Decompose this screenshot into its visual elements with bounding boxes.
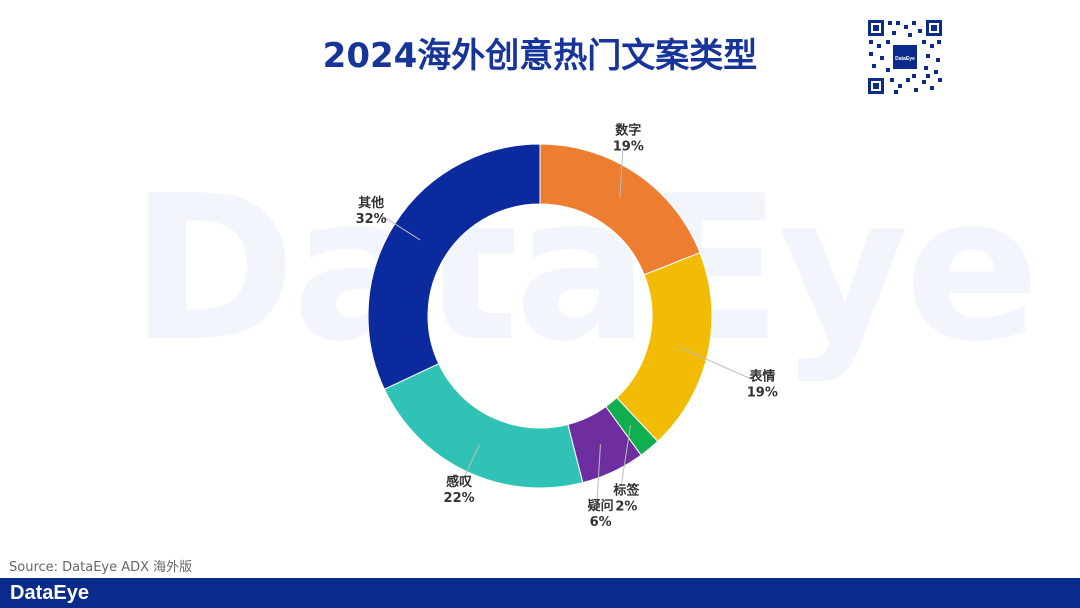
source-note: Source: DataEye ADX 海外版 [9,560,193,575]
footer-bar: DataEye [0,578,1080,608]
leader-line-3 [596,444,601,501]
leader-line-1 [678,346,752,380]
qr-code-icon: DataEye [866,18,944,96]
slice-category-label: 表情 [748,368,775,384]
slice-category-label: 疑问 [588,498,614,514]
leader-line-2 [620,425,632,486]
leader-line-5 [380,214,421,241]
slice-value-label: 32% [356,212,387,227]
slice-value-label: 22% [444,491,475,506]
slice-value-label: 2% [615,499,637,514]
page-title: 2024海外创意热门文案类型 [322,36,758,76]
qr-code-graphic: DataEye [866,18,944,96]
slice-category-label: 数字 [615,123,641,139]
donut-slice-0 [539,143,701,276]
slice-category-label: 其他 [358,195,384,211]
leader-line-0 [619,147,624,199]
slice-value-label: 6% [590,515,612,530]
slice-category-label: 标签 [612,482,640,498]
slice-value-label: 19% [747,385,778,400]
slice-value-label: 19% [613,140,644,155]
qr-badge: DataEye [895,56,915,62]
donut-slice-4 [383,363,584,489]
footer-brand-logo: DataEye [10,582,89,604]
slice-category-label: 感叹 [446,474,472,490]
donut-slice-5 [367,143,541,390]
leader-line-4 [463,444,480,478]
